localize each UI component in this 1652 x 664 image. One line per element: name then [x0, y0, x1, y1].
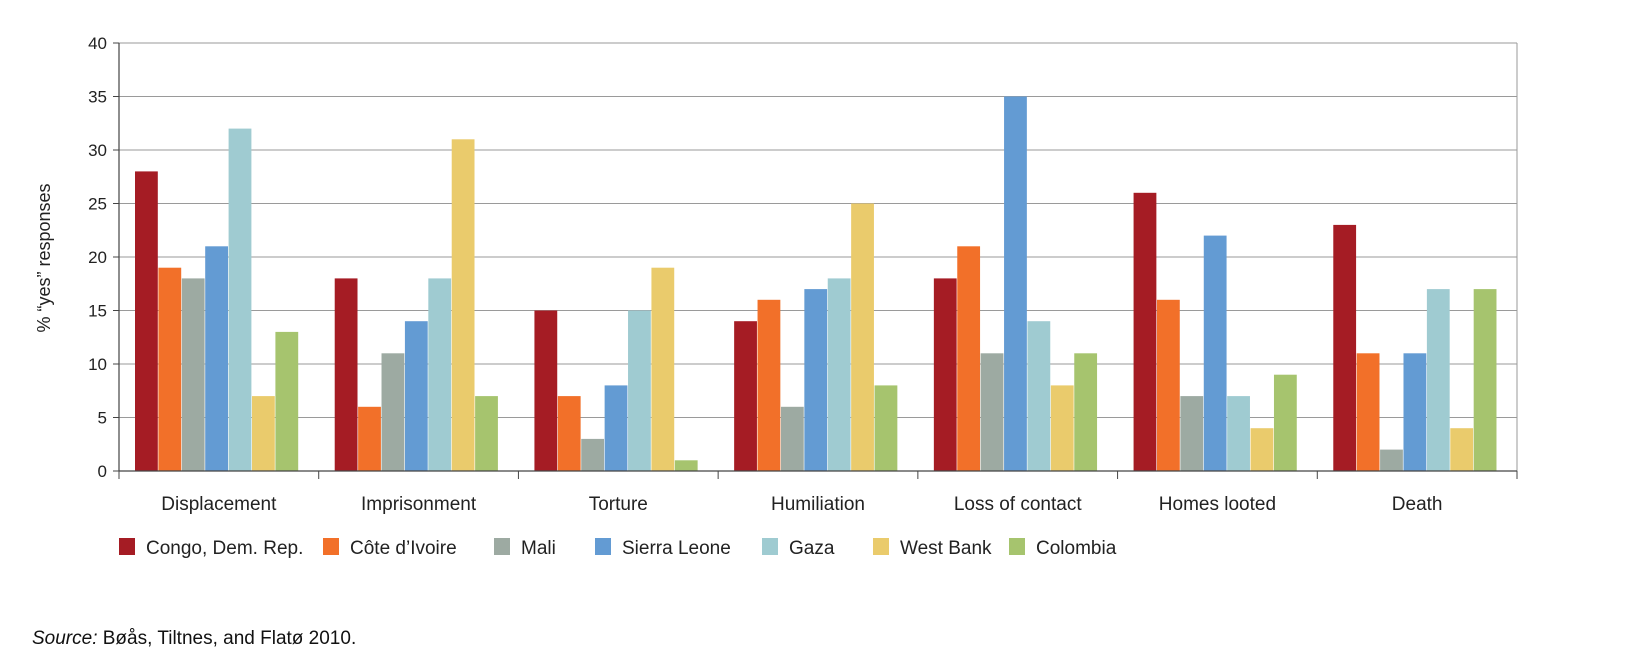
legend-swatch — [119, 538, 135, 555]
bar — [1027, 321, 1051, 471]
legend-item: Gaza — [762, 538, 835, 559]
x-category-label: Loss of contact — [954, 494, 1083, 515]
legend-item: Sierra Leone — [595, 538, 731, 559]
legend-label: Gaza — [789, 538, 835, 559]
bar — [1250, 428, 1274, 471]
bar — [158, 267, 182, 471]
x-category-label: Death — [1392, 494, 1443, 515]
legend-swatch — [1009, 538, 1025, 555]
bar — [381, 353, 405, 471]
legend-item: Côte d’Ivoire — [323, 538, 457, 559]
legend-swatch — [873, 538, 889, 555]
bar — [358, 406, 381, 471]
legend-item: Congo, Dem. Rep. — [119, 538, 303, 559]
bar — [275, 331, 299, 471]
x-category-label: Homes looted — [1159, 494, 1276, 515]
bar — [804, 289, 828, 471]
bar — [581, 438, 605, 471]
bar — [1203, 235, 1227, 471]
bar — [757, 299, 781, 471]
y-tick-label: 15 — [88, 302, 107, 321]
legend-label: Mali — [521, 538, 556, 559]
bar — [1004, 96, 1027, 471]
bar — [1180, 396, 1204, 471]
bar — [980, 353, 1004, 471]
legend-swatch — [762, 538, 778, 555]
bar — [957, 246, 981, 471]
legend-label: Congo, Dem. Rep. — [146, 538, 303, 559]
bar — [1426, 289, 1450, 471]
bar — [1050, 385, 1074, 471]
x-category-labels: Displacement Imprisonment Torture Humiliati… — [161, 494, 1442, 515]
source-label: Source: — [32, 628, 98, 649]
bar — [1333, 224, 1357, 471]
axes — [113, 42, 1518, 479]
legend-swatch — [323, 538, 339, 555]
bar — [1450, 428, 1474, 471]
legend-swatch — [595, 538, 611, 555]
bar — [1403, 353, 1427, 471]
y-tick-label: 30 — [88, 141, 107, 160]
y-tick-label: 5 — [98, 409, 107, 428]
bar — [827, 278, 851, 471]
legend-item: Colombia — [1009, 538, 1117, 559]
bar — [1156, 299, 1180, 471]
bar — [252, 396, 275, 471]
x-category-label: Displacement — [161, 494, 277, 515]
bar — [1227, 396, 1250, 471]
y-tick-label: 0 — [98, 462, 107, 481]
source-text: Bøås, Tiltnes, and Flatø 2010. — [97, 628, 357, 649]
legend-label: Côte d’Ivoire — [350, 538, 457, 559]
bar — [534, 310, 558, 471]
x-category-label: Humiliation — [771, 494, 865, 515]
legend-swatch — [494, 538, 510, 555]
source-note: Source: Bøås, Tiltnes, and Flatø 2010. — [32, 628, 356, 650]
bar — [933, 278, 957, 471]
legend-label: West Bank — [900, 538, 992, 559]
legend: Congo, Dem. Rep. Côte d’Ivoire Mali Sierra … — [119, 538, 1117, 559]
y-tick-label: 10 — [88, 355, 107, 374]
bars-group — [135, 96, 1497, 472]
bar — [1356, 353, 1380, 471]
bar — [851, 203, 874, 471]
bar — [734, 321, 757, 471]
bar — [205, 246, 228, 471]
bar — [1273, 374, 1297, 471]
y-axis-title: % “yes” responses — [34, 183, 54, 332]
legend-item: West Bank — [873, 538, 992, 559]
bar — [334, 278, 358, 471]
bar — [674, 460, 698, 471]
bar — [628, 310, 651, 471]
bar — [451, 139, 475, 472]
bar — [780, 406, 804, 471]
legend-item: Mali — [494, 538, 556, 559]
x-category-label: Torture — [589, 494, 648, 515]
bar — [604, 385, 628, 471]
bar — [874, 385, 898, 471]
x-category-label: Imprisonment — [361, 494, 477, 515]
y-tick-label: 40 — [88, 34, 107, 53]
bar — [404, 321, 428, 471]
y-tick-label: 25 — [88, 195, 107, 214]
y-tick-label: 35 — [88, 88, 107, 107]
bar — [181, 278, 205, 471]
bar — [557, 396, 581, 471]
legend-label: Sierra Leone — [622, 538, 731, 559]
bar — [428, 278, 452, 471]
bar — [1074, 353, 1098, 471]
bar — [1133, 192, 1157, 472]
bar — [135, 171, 158, 471]
bar-chart: 0 5 10 15 20 25 30 35 40 Displacement Imprisonmen… — [34, 34, 1518, 559]
bar — [475, 396, 498, 471]
bar — [228, 128, 252, 471]
legend-label: Colombia — [1036, 538, 1117, 559]
bar — [1380, 449, 1403, 471]
y-tick-label: 20 — [88, 248, 107, 267]
y-tick-labels: 0 5 10 15 20 25 30 35 40 — [88, 34, 107, 481]
bar — [651, 267, 675, 471]
bar — [1473, 289, 1497, 471]
